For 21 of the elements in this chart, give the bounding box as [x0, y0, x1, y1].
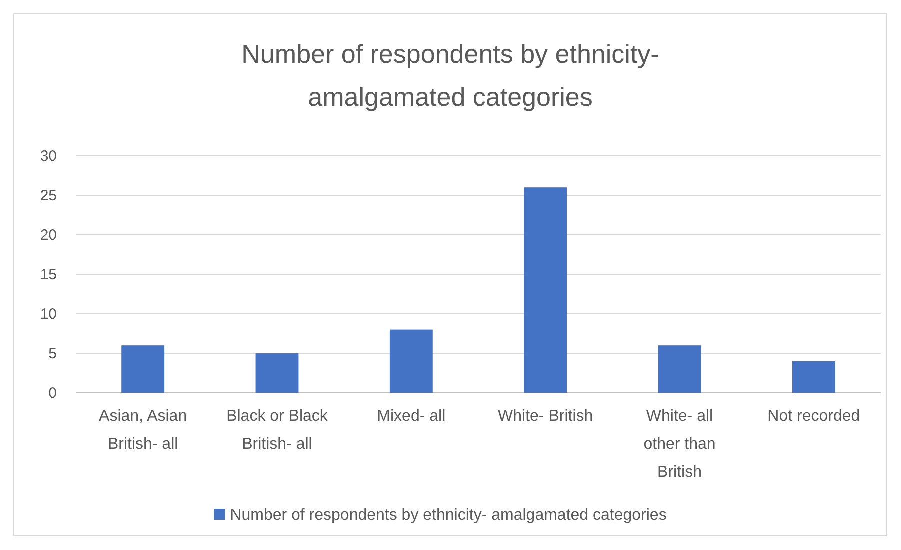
chart-title: Number of respondents by ethnicity- amalgamated categories [242, 39, 660, 112]
x-tick-label: Mixed- all [377, 408, 446, 425]
y-tick-label: 20 [40, 227, 57, 244]
bar [390, 330, 433, 393]
y-tick-label: 25 [40, 188, 57, 204]
bar [122, 346, 165, 393]
x-tick-label: Not recorded [768, 408, 860, 425]
x-tick-label: Black or Black British- all [226, 408, 329, 453]
bar [658, 346, 702, 393]
x-tick-label: White- all other than British [644, 408, 716, 481]
bar [256, 354, 299, 393]
y-tick-label: 15 [40, 266, 57, 284]
y-tick-label: 30 [40, 148, 57, 165]
y-tick-label: 5 [48, 346, 57, 362]
x-tick-label: White- British [498, 408, 594, 425]
y-tick-label: 0 [48, 385, 57, 402]
x-tick-label: Asian, Asian British- all [99, 408, 188, 453]
legend-label: Number of respondents by ethnicity- amalgamated categories [230, 507, 667, 524]
y-tick-label: 10 [40, 306, 57, 323]
bar [792, 361, 836, 393]
bar [524, 188, 568, 393]
